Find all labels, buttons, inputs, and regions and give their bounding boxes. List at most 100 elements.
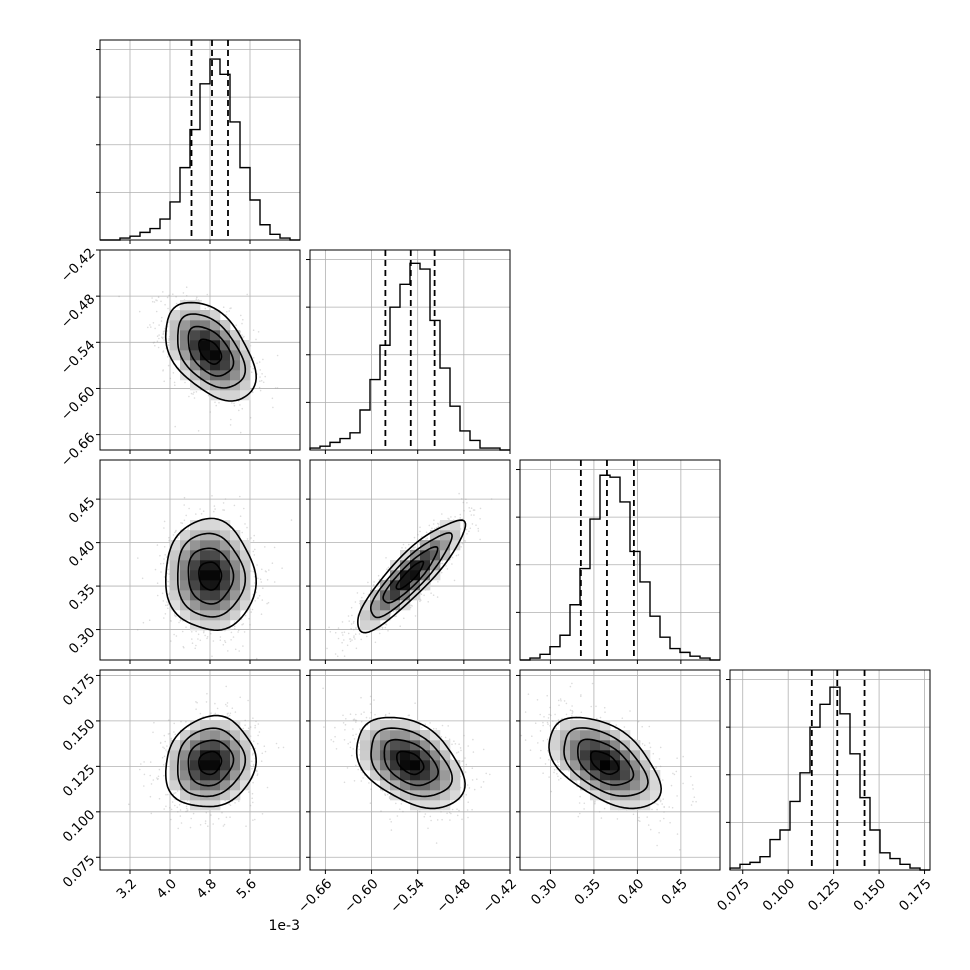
density-cell xyxy=(570,740,581,751)
density-cell xyxy=(240,770,251,781)
contour-2 xyxy=(177,313,247,389)
density-cell xyxy=(390,600,401,611)
density-cell xyxy=(230,600,241,611)
density-cell xyxy=(400,740,411,751)
contour-1 xyxy=(577,738,635,786)
density-cell xyxy=(200,320,211,331)
density-cell xyxy=(400,580,411,591)
density-cell xyxy=(180,730,191,741)
density-cell xyxy=(220,580,231,591)
y-tick-label: 0.075 xyxy=(60,852,99,891)
density-cell xyxy=(170,740,181,751)
density-cell xyxy=(190,600,201,611)
density-cell xyxy=(400,750,411,761)
density-cell xyxy=(360,610,371,621)
density-cell xyxy=(610,760,621,771)
density-cell xyxy=(620,760,631,771)
density-cell xyxy=(230,570,241,581)
density-cell xyxy=(220,540,231,551)
density-cell xyxy=(590,720,601,731)
density-cell xyxy=(170,750,181,761)
density-cell xyxy=(420,790,431,801)
density-cell xyxy=(210,800,221,811)
density-cell xyxy=(610,740,621,751)
scatter-panel-2-3 xyxy=(519,669,721,871)
density-cell xyxy=(170,350,181,361)
density-cell xyxy=(230,370,241,381)
density-cell xyxy=(210,750,221,761)
density-cell xyxy=(430,530,441,541)
y-tick-label: −0.66 xyxy=(58,430,99,471)
density-cell xyxy=(180,530,191,541)
density-cell xyxy=(190,310,201,321)
density-cell xyxy=(190,330,201,341)
density-cell xyxy=(180,550,191,561)
density-cell xyxy=(200,790,211,801)
panel-content xyxy=(326,492,493,658)
contour-0 xyxy=(198,750,223,776)
panel-frame xyxy=(519,459,721,661)
density-cell xyxy=(170,780,181,791)
density-cell xyxy=(400,760,411,771)
x-tick-label: 0.45 xyxy=(658,876,691,909)
density-cell xyxy=(360,740,371,751)
density-cell xyxy=(210,550,221,561)
density-cell xyxy=(390,760,401,771)
x-tick-label: 0.30 xyxy=(528,876,561,909)
density-cell xyxy=(640,770,651,781)
density-cell xyxy=(410,570,421,581)
density-cell xyxy=(380,770,391,781)
density-cell xyxy=(200,520,211,531)
density-cell xyxy=(180,570,191,581)
density-cell xyxy=(190,550,201,561)
panel-content xyxy=(128,685,285,830)
density-cell xyxy=(190,570,201,581)
y-tick-label: 0.125 xyxy=(60,761,99,800)
density-cell xyxy=(390,570,401,581)
density-cell xyxy=(620,770,631,781)
density-cell xyxy=(170,320,181,331)
density-cell xyxy=(240,390,251,401)
density-cell xyxy=(170,580,181,591)
density-cell xyxy=(180,330,191,341)
contour-1 xyxy=(187,547,235,605)
density-cell xyxy=(190,750,201,761)
density-cell xyxy=(610,730,621,741)
panel-frame xyxy=(729,669,931,871)
scatter-panel-1-2 xyxy=(309,459,511,661)
y-tick-label: −0.42 xyxy=(58,245,99,286)
contour-1 xyxy=(187,325,235,377)
density-cell xyxy=(180,610,191,621)
density-cell xyxy=(430,760,441,771)
density-cell xyxy=(220,760,231,771)
density-cell xyxy=(580,730,591,741)
density-cell xyxy=(230,530,241,541)
density-cell xyxy=(630,800,641,811)
density-cell xyxy=(560,760,571,771)
contour-1 xyxy=(382,545,439,604)
y-tick-label: 0.150 xyxy=(60,716,99,755)
density-cell xyxy=(170,330,181,341)
density-cell xyxy=(220,360,231,371)
density-cell xyxy=(610,770,621,781)
density-cell xyxy=(570,770,581,781)
density-cell xyxy=(200,730,211,741)
density-cell xyxy=(630,770,641,781)
density-cell xyxy=(200,570,211,581)
density-cell xyxy=(220,720,231,731)
density-cell xyxy=(560,720,571,731)
scatter-panel-0-3 xyxy=(99,669,301,871)
density-cell xyxy=(390,590,401,601)
density-cell xyxy=(190,340,201,351)
density-cell xyxy=(230,730,241,741)
density-cell xyxy=(200,610,211,621)
density-cell xyxy=(190,610,201,621)
panel-frame xyxy=(309,669,511,871)
density-cell xyxy=(580,740,591,751)
density-cell xyxy=(370,600,381,611)
x-tick-label: 5.6 xyxy=(234,876,261,903)
contour-3 xyxy=(356,519,467,634)
density-cell xyxy=(440,550,451,561)
density-cell xyxy=(200,760,211,771)
density-cell xyxy=(210,620,221,631)
